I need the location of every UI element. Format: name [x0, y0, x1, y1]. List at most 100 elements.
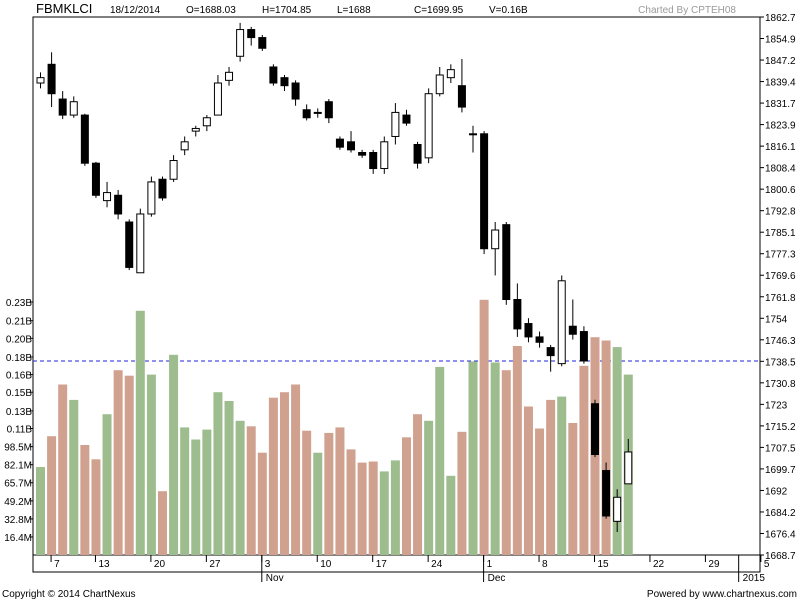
- volume-bar: [91, 459, 101, 555]
- date-tick-label: 5: [764, 559, 770, 570]
- candle-body-down: [80, 114, 89, 164]
- candle-body-down: [58, 98, 67, 116]
- price-tick-label: 1847.2: [765, 56, 796, 67]
- volume-bar: [612, 347, 622, 555]
- volume-bar: [279, 392, 289, 555]
- volume-bar: [546, 399, 556, 555]
- price-tick-label: 1730.8: [765, 379, 796, 390]
- candle-body-down: [602, 470, 611, 517]
- volume-bar: [47, 436, 57, 555]
- volume-bar: [501, 370, 511, 555]
- open-label: O=1688.03: [186, 5, 236, 16]
- candle-body-up: [557, 280, 566, 365]
- price-tick-label: 1676.4: [765, 529, 796, 540]
- candle-body-down: [114, 194, 123, 215]
- volume-bar: [69, 399, 79, 555]
- volume-bar: [235, 420, 245, 555]
- candle-body-down: [291, 82, 300, 100]
- price-tick-label: 1785.1: [765, 228, 796, 239]
- price-tick-label: 1699.7: [765, 465, 796, 476]
- candle-body-down: [568, 325, 577, 335]
- volume-bar: [36, 467, 45, 555]
- volume-tick-label: 0.23B: [6, 298, 32, 309]
- date-tick-label: 24: [431, 559, 443, 570]
- candle-body-down: [413, 143, 422, 164]
- date-tick-label: 27: [209, 559, 221, 570]
- candle-body-down: [91, 162, 100, 196]
- volume-tick-label: 49.2M: [4, 497, 32, 508]
- candle-body-up: [169, 160, 178, 180]
- candle-body-up: [613, 496, 622, 522]
- month-tick-label: 2015: [743, 573, 766, 584]
- date-tick-label: 3: [265, 559, 271, 570]
- candle-body-down: [579, 331, 588, 362]
- candle-body-down: [591, 403, 599, 456]
- volume-bar: [135, 310, 145, 555]
- candle-body-down: [402, 114, 411, 124]
- volume-tick-label: 0.13B: [6, 407, 32, 418]
- volume-tick-label: 0.18B: [6, 353, 32, 364]
- price-tick-label: 1777.3: [765, 250, 796, 261]
- volume-bar: [446, 475, 456, 555]
- candle-body-down: [324, 101, 333, 119]
- volume-bar: [390, 460, 400, 555]
- volume-bar: [335, 427, 345, 555]
- date-tick-label: 13: [98, 559, 110, 570]
- price-tick-label: 1862.7: [765, 13, 796, 24]
- volume-bar: [535, 428, 545, 555]
- candle-body-down: [158, 178, 167, 199]
- price-tick-label: 1816.1: [765, 142, 796, 153]
- volume-tick-label: 0.11B: [7, 425, 33, 436]
- candle-body-up: [225, 71, 234, 81]
- candle-body-down: [502, 224, 511, 300]
- volume-tick-label: 32.8M: [4, 515, 32, 526]
- date-tick-label: 22: [653, 559, 665, 570]
- candle-body-up: [424, 93, 433, 159]
- candle-body-down: [546, 347, 555, 357]
- date-tick-label: 10: [320, 559, 332, 570]
- volume-tick-label: 98.5M: [4, 443, 32, 454]
- candles: [36, 22, 633, 533]
- volume-tick-label: 82.1M: [4, 461, 32, 472]
- candle-body-down: [302, 109, 311, 119]
- candle-body-up: [313, 111, 322, 114]
- date-tick-label: 8: [542, 559, 548, 570]
- candle-body-down: [258, 37, 267, 49]
- volume-bar: [512, 346, 522, 555]
- volume-bar: [368, 461, 378, 555]
- price-tick-label: 1738.5: [765, 357, 796, 368]
- candle-body-up: [136, 213, 145, 274]
- date-tick-label: 1: [487, 559, 493, 570]
- price-tick-label: 1800.6: [765, 185, 796, 196]
- candle-body-up: [435, 74, 444, 95]
- high-label: H=1704.85: [262, 5, 312, 16]
- volume-tick-label: 0.15B: [6, 388, 32, 399]
- candle-body-up: [380, 141, 389, 170]
- volume-bar: [169, 354, 179, 555]
- copyright-label: Copyright © 2014 ChartNexus: [2, 589, 136, 600]
- volume-bar: [146, 374, 156, 555]
- month-tick-label: Nov: [266, 573, 284, 584]
- volume-bar: [479, 299, 489, 555]
- volume-bar: [568, 423, 578, 555]
- candle-body-up: [446, 69, 455, 79]
- volume-tick-label: 0.21B: [6, 317, 32, 328]
- volume-bar: [213, 392, 223, 555]
- candle-body-up: [36, 77, 45, 84]
- price-axis: 1862.7 1854.9 1847.2 1839.4 1831.7 1823.9 1816…: [760, 13, 796, 562]
- symbol-label: FBMKLCI: [36, 1, 92, 16]
- date-tick-label: 20: [154, 559, 166, 570]
- date-axis: 7 13 20 27 3 10 17 24 1 8 15 22 29 5 Nov Dec 2015: [50, 555, 770, 584]
- price-tick-label: 1746.3: [765, 336, 796, 347]
- price-tick-label: 1715.2: [765, 422, 796, 433]
- volume-bar: [113, 370, 123, 555]
- date-tick-label: 29: [708, 559, 720, 570]
- candle-body-up: [180, 141, 189, 151]
- volume-bar: [58, 384, 68, 555]
- volume-bar: [246, 426, 256, 555]
- volume-bar: [202, 429, 212, 555]
- price-tick-label: 1707.5: [765, 443, 796, 454]
- volume-bar: [523, 406, 533, 555]
- volume-bar: [224, 401, 234, 555]
